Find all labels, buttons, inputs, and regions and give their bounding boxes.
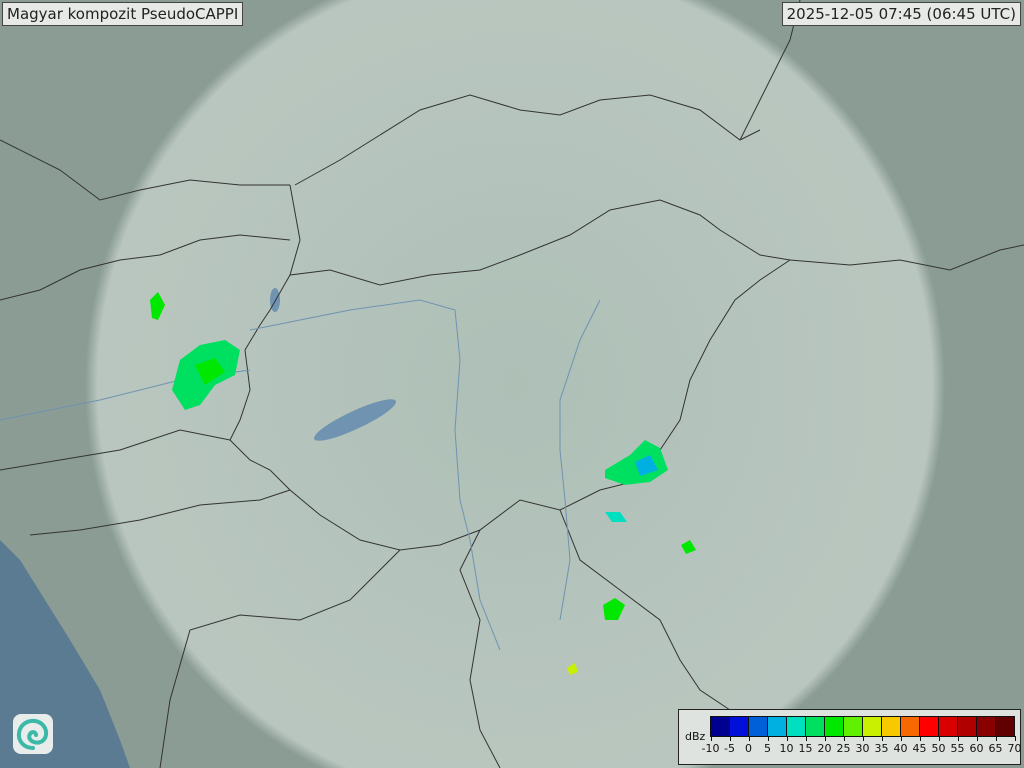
legend-swatch — [787, 717, 806, 736]
legend-tick — [767, 736, 769, 741]
legend-tick — [748, 736, 750, 741]
legend-tick-label: 20 — [817, 742, 832, 755]
echo-austria-core — [195, 358, 225, 385]
legend-tick — [862, 736, 864, 741]
legend-tick — [976, 736, 978, 741]
radar-coverage-area — [85, 0, 945, 768]
legend-swatch — [806, 717, 825, 736]
legend-tick — [824, 736, 826, 741]
legend-swatch — [882, 717, 901, 736]
legend-tick-label: -5 — [724, 742, 735, 755]
legend-tick — [729, 736, 731, 741]
legend-tick-label: 65 — [988, 742, 1003, 755]
lake-balaton — [314, 399, 396, 441]
legend-tick-label: 30 — [855, 742, 870, 755]
precipitation-echoes — [150, 292, 696, 675]
legend-swatch — [920, 717, 939, 736]
legend-tick-label: 70 — [1007, 742, 1022, 755]
legend-swatch — [958, 717, 977, 736]
legend-tick-label: -10 — [701, 742, 720, 755]
legend-swatch — [977, 717, 996, 736]
legend-swatch — [749, 717, 768, 736]
legend-tick-label: 40 — [893, 742, 908, 755]
legend-tick-label: 35 — [874, 742, 889, 755]
legend-swatch — [825, 717, 844, 736]
echo-romania-core — [635, 455, 658, 476]
legend-swatch — [996, 717, 1014, 736]
legend-swatch — [730, 717, 749, 736]
echo-south-1 — [603, 598, 625, 620]
legend-tick-label: 60 — [969, 742, 984, 755]
legend-tick — [786, 736, 788, 741]
legend-tick — [957, 736, 959, 741]
legend-swatch — [939, 717, 958, 736]
legend-tick-label: 50 — [931, 742, 946, 755]
legend-tick — [710, 736, 712, 741]
swirl-logo-icon — [13, 714, 53, 754]
legend-tick — [1014, 736, 1016, 741]
echo-south-2 — [681, 540, 696, 554]
legend-swatch — [711, 717, 730, 736]
legend-tick — [805, 736, 807, 741]
legend-tick — [900, 736, 902, 741]
adriatic-sea — [0, 540, 130, 768]
legend-tick — [995, 736, 997, 741]
echo-austria-north — [150, 292, 165, 320]
legend-tick-label: 0 — [745, 742, 752, 755]
legend-unit: dBz — [685, 730, 706, 743]
legend-swatch — [844, 717, 863, 736]
dbz-legend: dBz -10 -5 0 5 10 15 20 25 30 35 40 45 50 55 60 65 70 — [678, 709, 1022, 765]
legend-tick-label: 15 — [798, 742, 813, 755]
legend-color-bar — [710, 716, 1015, 737]
legend-tick-label: 10 — [779, 742, 794, 755]
legend-swatch — [901, 717, 920, 736]
legend-tick-label: 55 — [950, 742, 965, 755]
lake-neusiedl — [270, 288, 280, 312]
legend-tick — [938, 736, 940, 741]
legend-tick — [843, 736, 845, 741]
legend-tick — [919, 736, 921, 741]
legend-swatch — [768, 717, 787, 736]
legend-tick — [881, 736, 883, 741]
legend-tick-label: 5 — [764, 742, 771, 755]
legend-swatch — [863, 717, 882, 736]
legend-tick-label: 25 — [836, 742, 851, 755]
legend-tick-label: 45 — [912, 742, 927, 755]
echo-south-4 — [567, 663, 578, 675]
echo-south-3 — [605, 512, 627, 522]
product-title: Magyar kompozit PseudoCAPPI — [2, 2, 244, 26]
timestamp-label: 2025-12-05 07:45 (06:45 UTC) — [781, 2, 1021, 26]
